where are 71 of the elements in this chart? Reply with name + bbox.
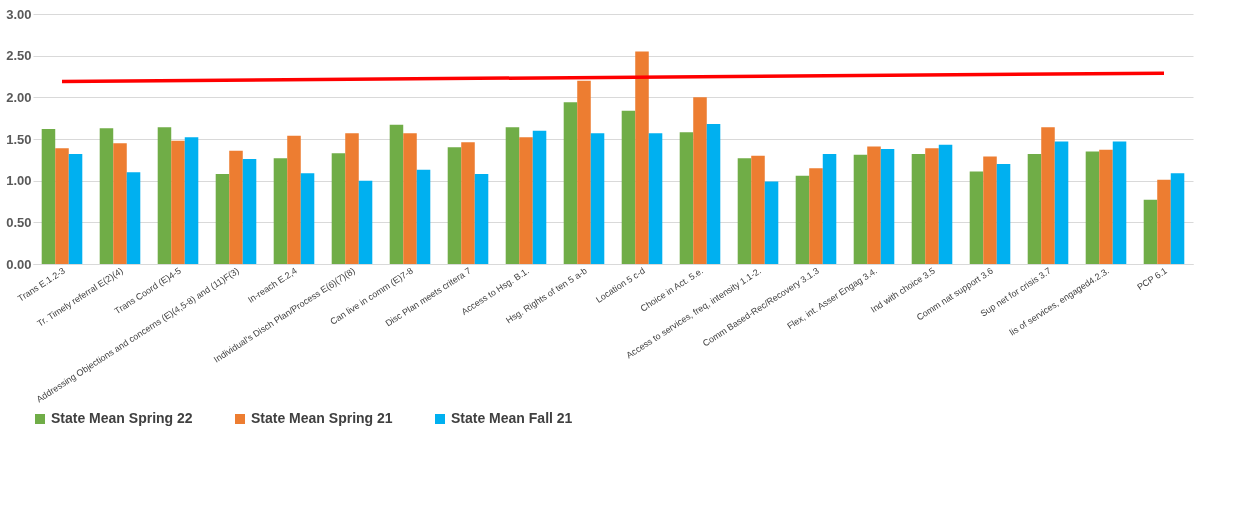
bar bbox=[925, 148, 939, 264]
y-tick-label: 0.50 bbox=[6, 214, 32, 230]
bar bbox=[41, 129, 56, 264]
y-tick-label: 2.00 bbox=[6, 89, 32, 105]
bar bbox=[505, 127, 520, 264]
bar bbox=[157, 127, 172, 264]
bar bbox=[693, 97, 707, 264]
bar bbox=[795, 175, 810, 264]
y-tick-label: 0.00 bbox=[6, 256, 32, 272]
bar bbox=[822, 154, 837, 264]
bar bbox=[880, 149, 895, 264]
y-tick-label: 1.00 bbox=[6, 173, 32, 189]
bar bbox=[1085, 151, 1100, 264]
bar bbox=[99, 128, 114, 264]
bar bbox=[532, 130, 547, 264]
bar bbox=[171, 140, 185, 264]
bar bbox=[1157, 179, 1171, 264]
bar bbox=[577, 80, 591, 264]
bar bbox=[706, 124, 721, 264]
bar bbox=[1143, 199, 1158, 264]
bar bbox=[113, 143, 127, 264]
bar bbox=[983, 156, 997, 264]
bar bbox=[853, 154, 868, 264]
x-tick-label: PCP 6.1 bbox=[1135, 265, 1169, 293]
bar bbox=[403, 133, 417, 264]
bar bbox=[215, 174, 230, 264]
bar bbox=[635, 51, 649, 264]
bar bbox=[273, 158, 288, 264]
y-tick-label: 3.00 bbox=[6, 6, 32, 22]
bar bbox=[590, 133, 605, 264]
bar bbox=[1041, 127, 1055, 264]
bar bbox=[345, 133, 359, 264]
bar bbox=[300, 173, 315, 264]
bar bbox=[911, 154, 926, 264]
legend-label: State Mean Spring 22 bbox=[51, 410, 193, 426]
bar bbox=[287, 135, 301, 264]
bar bbox=[55, 148, 69, 264]
y-tick-label: 1.50 bbox=[6, 131, 32, 147]
bar bbox=[751, 155, 765, 264]
bar bbox=[1099, 149, 1113, 264]
bar bbox=[648, 133, 663, 264]
bar bbox=[126, 172, 141, 264]
y-tick-label: 2.50 bbox=[6, 48, 32, 64]
legend-label: State Mean Spring 21 bbox=[251, 410, 393, 426]
bar bbox=[1054, 141, 1069, 264]
bar bbox=[519, 137, 533, 264]
bar bbox=[184, 137, 199, 264]
bar bbox=[621, 110, 636, 264]
bar bbox=[679, 132, 694, 264]
bar bbox=[867, 146, 881, 264]
bar bbox=[358, 180, 373, 264]
legend-label: State Mean Fall 21 bbox=[451, 410, 573, 426]
bar bbox=[331, 153, 346, 264]
bar bbox=[447, 147, 462, 264]
bar bbox=[1027, 154, 1042, 264]
bar bbox=[68, 154, 83, 264]
bar bbox=[229, 150, 243, 264]
bar bbox=[1170, 173, 1185, 264]
bar bbox=[996, 164, 1011, 264]
bar bbox=[461, 142, 475, 264]
bar bbox=[389, 124, 404, 264]
bar bbox=[416, 169, 431, 264]
bar bbox=[563, 102, 578, 264]
bar bbox=[764, 181, 779, 264]
bar bbox=[1112, 141, 1127, 264]
bar bbox=[474, 174, 489, 264]
bar bbox=[969, 171, 984, 264]
bar bbox=[938, 144, 953, 264]
bar bbox=[809, 168, 823, 264]
bar bbox=[242, 159, 257, 264]
bar bbox=[737, 158, 752, 264]
